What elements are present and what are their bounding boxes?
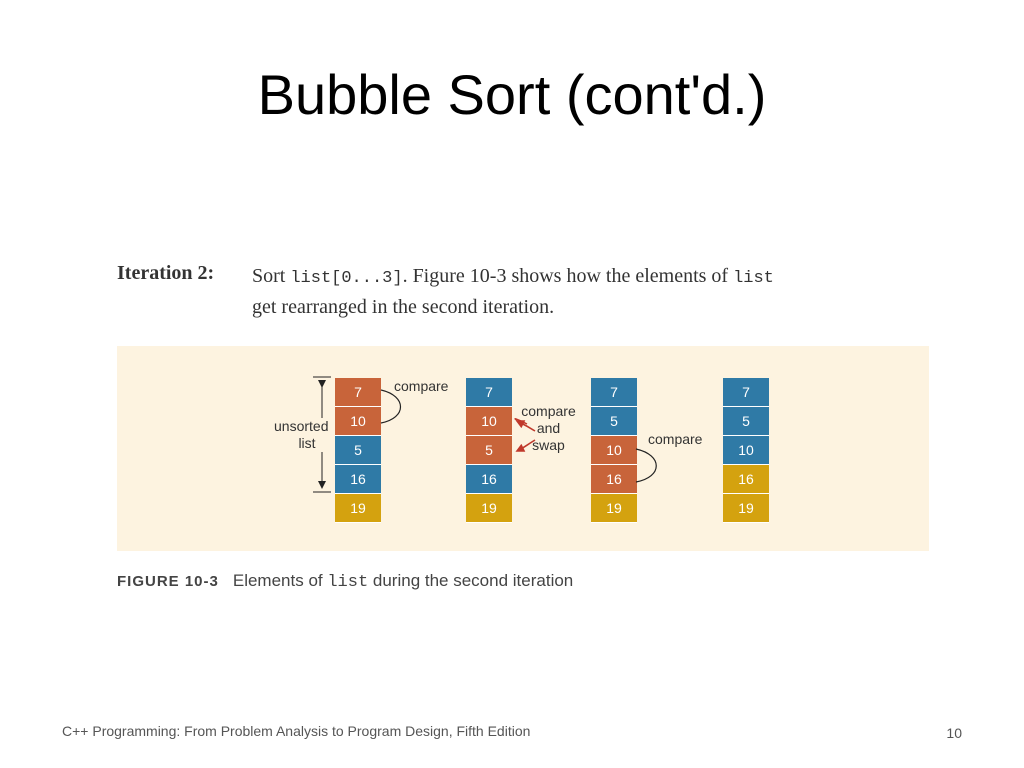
unsorted-range-arrow [313, 376, 331, 493]
compare-swap-line-1: compare [521, 403, 576, 419]
array-cell: 16 [335, 465, 381, 494]
array-cell: 10 [591, 436, 637, 465]
array-cell: 10 [466, 407, 512, 436]
array-cell: 19 [466, 494, 512, 523]
compare-and-swap-label: compare and swap [521, 403, 576, 454]
swap-arrows [514, 418, 536, 452]
compare-label-2: compare [648, 431, 703, 447]
array-cell: 7 [591, 378, 637, 407]
unsorted-label: unsorted list [274, 418, 329, 452]
unsorted-label-line-2: list [298, 435, 316, 451]
page-number: 10 [946, 725, 962, 741]
figure-caption: FIGURE 10-3 Elements of list during the s… [117, 571, 573, 592]
caption-number: FIGURE 10-3 [117, 573, 219, 590]
figure-annotations [313, 376, 657, 493]
array-cell: 7 [723, 378, 769, 407]
array-cell: 19 [723, 494, 769, 523]
array-cell: 19 [335, 494, 381, 523]
figure-panel: 7 10 5 16 19 7 10 5 16 19 7 5 10 16 19 7 5 10 16 19 unsorte… [117, 346, 929, 551]
iteration-text-3: get rearranged in the second iteration. [252, 296, 555, 318]
array-cell: 16 [466, 465, 512, 494]
array-cell: 7 [335, 378, 381, 407]
array-cell: 5 [335, 436, 381, 465]
unsorted-label-line-1: unsorted [274, 418, 329, 434]
array-cell: 16 [591, 465, 637, 494]
caption-text-1: Elements of [232, 571, 328, 590]
compare-label-1: compare [394, 378, 449, 394]
iteration-description: Sort list[0...3]. Figure 10-3 shows how … [252, 262, 872, 321]
slide-footer: C++ Programming: From Problem Analysis t… [62, 723, 531, 739]
iteration-label: Iteration 2: [117, 262, 215, 284]
array-cell: 7 [466, 378, 512, 407]
compare-curve-1 [380, 389, 401, 424]
iteration-code-2: list [733, 269, 774, 288]
array-cell: 10 [335, 407, 381, 436]
caption-code: list [327, 573, 369, 592]
array-cell: 16 [723, 465, 769, 494]
compare-swap-line-2: and [536, 420, 561, 436]
iteration-text-1: Sort [252, 265, 291, 287]
iteration-text-2: . Figure 10-3 shows how the elements of [402, 265, 734, 287]
array-cell: 10 [723, 436, 769, 465]
array-cell: 5 [466, 436, 512, 465]
iteration-code-1: list[0...3] [290, 269, 403, 288]
compare-curve-2 [635, 448, 657, 483]
caption-text-2: during the second iteration [368, 571, 574, 590]
array-cell: 5 [723, 407, 769, 436]
array-cell: 19 [591, 494, 637, 523]
slide-title: Bubble Sort (cont'd.) [257, 63, 767, 126]
compare-swap-line-3: swap [532, 437, 565, 453]
array-cell: 5 [591, 407, 637, 436]
